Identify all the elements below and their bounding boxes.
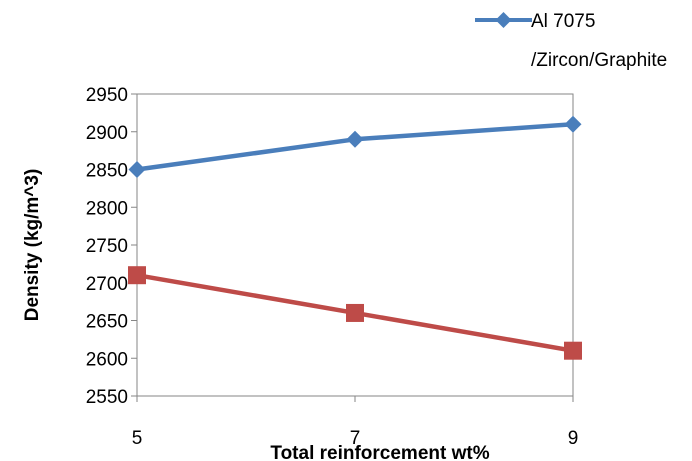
y-tick-label: 2550: [86, 387, 128, 408]
x-axis-ticks: 5 7 9: [132, 396, 579, 449]
y-tick-label: 2650: [86, 312, 128, 333]
legend-label-line1: Al 7075: [531, 11, 595, 32]
y-tick-label: 2750: [86, 236, 128, 257]
x-axis-title: Total reinforcement wt%: [270, 443, 489, 461]
legend: Al 7075 /Zircon/Graphite: [475, 11, 667, 71]
series-1-point: [128, 161, 146, 178]
series-1-point: [564, 115, 582, 133]
x-tick-label: 7: [350, 428, 361, 449]
y-tick-label: 2850: [86, 161, 128, 182]
y-tick-label: 2950: [86, 85, 128, 106]
series-1-point: [346, 130, 364, 148]
y-tick-label: 2900: [86, 123, 128, 144]
legend-marker-diamond: [495, 12, 512, 28]
y-tick-label: 2800: [86, 198, 128, 219]
x-tick-label: 9: [568, 428, 579, 449]
y-tick-label: 2600: [86, 349, 128, 370]
series-2-point: [346, 303, 364, 322]
y-axis-ticks: 2550 2600 2650 2700 2750 2800 2850 2900 2950: [86, 85, 137, 408]
legend-label-line2: /Zircon/Graphite: [531, 50, 667, 71]
x-tick-label: 5: [132, 428, 143, 449]
series-2-point: [564, 341, 582, 360]
y-axis-title: Density (kg/m^3): [22, 169, 43, 322]
series-layer: [128, 115, 582, 360]
y-tick-label: 2700: [86, 274, 128, 295]
series-2-point: [128, 266, 146, 285]
